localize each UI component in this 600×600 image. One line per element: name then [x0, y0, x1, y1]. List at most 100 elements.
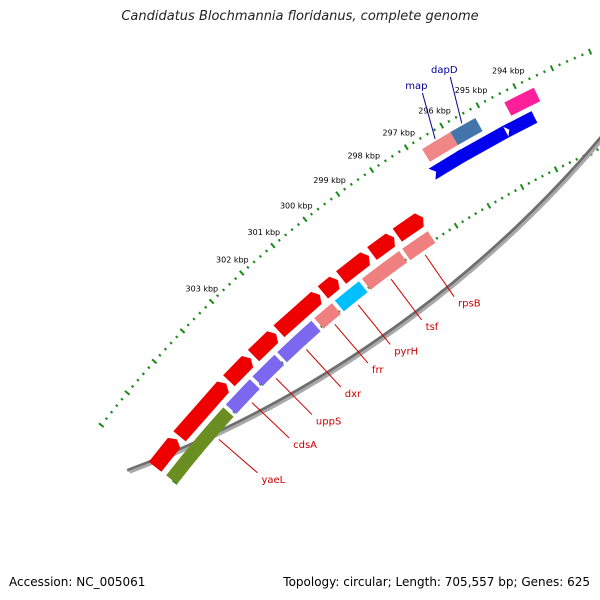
- reverse-gene-cdsA[interactable]: [225, 379, 260, 414]
- minor-tick-outer: [284, 233, 288, 237]
- reverse-gene-yaeL[interactable]: [166, 407, 234, 484]
- minor-tick-outer: [520, 80, 524, 84]
- reverse-cds-8[interactable]: [148, 437, 181, 472]
- minor-tick-inner: [480, 208, 484, 212]
- minor-tick-inner: [435, 236, 439, 240]
- reverse-gene-pyrH[interactable]: [334, 281, 368, 312]
- minor-tick-outer: [120, 397, 124, 401]
- reverse-cds-1[interactable]: [367, 233, 395, 260]
- minor-tick-outer: [169, 341, 173, 345]
- minor-tick-outer: [447, 119, 451, 124]
- gene-features: [148, 87, 541, 484]
- gene-label-tsf: tsf: [426, 322, 439, 333]
- major-tick-outer: [124, 390, 131, 396]
- major-tick-inner: [553, 166, 559, 173]
- scale-label: 297 kbp: [382, 128, 415, 137]
- minor-tick-outer: [329, 197, 333, 201]
- gene-label-yaeL: yaeL: [261, 475, 285, 486]
- reverse-gene-frr[interactable]: [314, 303, 341, 329]
- minor-tick-outer: [192, 317, 196, 321]
- minor-tick-inner: [461, 220, 465, 224]
- forward-cds-0[interactable]: [502, 111, 538, 138]
- minor-tick-outer: [469, 107, 472, 111]
- reverse-gene-uppS[interactable]: [252, 354, 285, 387]
- minor-tick-outer: [411, 141, 415, 145]
- minor-tick-outer: [565, 59, 569, 63]
- minor-tick-outer: [147, 366, 151, 370]
- leader-line: [357, 304, 391, 345]
- minor-tick-inner: [258, 382, 262, 386]
- reverse-cds-6[interactable]: [223, 356, 254, 387]
- scale-label: 295 kbp: [455, 86, 488, 95]
- minor-tick-outer: [215, 294, 220, 298]
- minor-tick-outer: [109, 410, 114, 414]
- gene-label-rpsB: rpsB: [458, 299, 481, 310]
- forward-gene-map[interactable]: [422, 132, 458, 162]
- minor-tick-inner: [493, 200, 497, 204]
- major-tick-outer: [512, 82, 517, 90]
- minor-tick-inner: [568, 161, 572, 165]
- minor-tick-outer: [198, 311, 202, 315]
- major-tick-outer: [403, 144, 409, 151]
- major-tick-outer: [179, 328, 186, 334]
- minor-tick-inner: [534, 178, 538, 182]
- reverse-gene-rpsB[interactable]: [402, 231, 436, 261]
- minor-tick-outer: [141, 372, 145, 376]
- major-tick-outer: [98, 422, 105, 428]
- leader-line: [390, 278, 423, 321]
- scale-labels: 294 kbp 295 kbp 296 kbp 297 kbp 298 kbp 299 k…: [186, 67, 525, 294]
- major-tick-outer: [475, 102, 481, 109]
- major-tick-inner: [519, 183, 525, 191]
- minor-tick-inner: [561, 164, 565, 168]
- gene-label-map: map: [405, 81, 427, 92]
- reverse-cds-5[interactable]: [247, 331, 279, 362]
- genome-summary-text: Topology: circular; Length: 705,557 bp; …: [283, 575, 590, 589]
- minor-tick-inner: [540, 174, 544, 178]
- forward-gene-unnamed-2[interactable]: [504, 87, 541, 116]
- minor-tick-outer: [349, 182, 353, 186]
- minor-tick-outer: [158, 353, 162, 357]
- minor-tick-outer: [136, 378, 140, 382]
- minor-tick-outer: [573, 56, 577, 60]
- minor-tick-outer: [130, 384, 135, 389]
- reverse-cds-0[interactable]: [392, 213, 424, 242]
- minor-tick-outer: [221, 288, 226, 292]
- minor-tick-outer: [505, 88, 509, 92]
- reverse-cds-3[interactable]: [317, 276, 340, 299]
- gene-labels: rpsB tsf pyrH frr dxr uppS cdsA yaeL dapD map: [218, 65, 481, 486]
- minor-tick-outer: [175, 335, 179, 339]
- leader-line: [334, 323, 369, 364]
- major-tick-outer: [208, 298, 215, 305]
- scale-label: 294 kbp: [492, 67, 525, 76]
- leader-line: [275, 377, 313, 415]
- minor-tick-inner: [513, 189, 517, 193]
- minor-tick-outer: [277, 238, 281, 242]
- minor-tick-inner: [575, 157, 579, 161]
- reverse-gene-tsf[interactable]: [361, 251, 408, 290]
- gene-label-frr: frr: [372, 365, 384, 376]
- leader-line: [449, 76, 463, 124]
- reverse-cds-2[interactable]: [336, 252, 370, 284]
- minor-tick-outer: [580, 53, 584, 57]
- minor-tick-outer: [186, 323, 190, 327]
- reverse-cds-4[interactable]: [273, 291, 322, 338]
- forward-cds-1[interactable]: [456, 125, 509, 164]
- minor-tick-outer: [425, 132, 429, 136]
- minor-tick-outer: [234, 277, 238, 281]
- minor-tick-outer: [397, 150, 401, 154]
- reverse-cds-7[interactable]: [173, 381, 229, 442]
- minor-tick-outer: [356, 177, 360, 182]
- minor-tick-outer: [163, 347, 168, 351]
- minor-tick-inner: [474, 212, 478, 216]
- minor-tick-outer: [204, 305, 208, 309]
- minor-tick-outer: [265, 249, 269, 253]
- scale-label: 301 kbp: [248, 228, 281, 237]
- minor-tick-outer: [316, 207, 320, 211]
- forward-gene-dapD[interactable]: [450, 117, 483, 146]
- reverse-gene-dxr[interactable]: [277, 320, 321, 363]
- major-tick-outer: [587, 48, 593, 55]
- forward-cds-2[interactable]: [428, 149, 467, 180]
- minor-tick-outer: [483, 99, 487, 103]
- minor-tick-outer: [258, 254, 262, 259]
